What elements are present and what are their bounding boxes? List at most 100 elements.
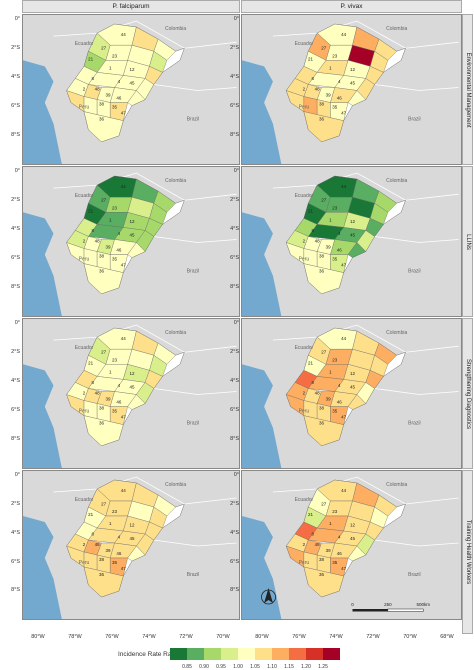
legend-tick-label: 0.90: [199, 664, 209, 670]
country-label: Peru: [299, 560, 310, 566]
district-polygon: [105, 500, 133, 517]
color-legend: [170, 648, 340, 660]
district-label: 1: [329, 65, 332, 70]
district-label: 38: [319, 557, 325, 562]
district-label: 23: [112, 205, 118, 210]
district-label: 21: [308, 56, 314, 61]
district-label: 39: [326, 397, 332, 402]
district-label: 12: [350, 67, 356, 72]
country-label: Ecuador: [75, 41, 94, 47]
y-tick-label: 4°S: [230, 74, 239, 81]
district-label: 39: [326, 93, 332, 98]
district-label: 39: [326, 548, 332, 553]
district-label: 4: [118, 383, 121, 388]
district-label: 2: [83, 239, 86, 244]
district-label: 23: [332, 53, 338, 58]
y-tick-label: 4°S: [11, 226, 20, 233]
district-label: 48: [315, 239, 321, 244]
y-tick-label: 6°S: [11, 103, 20, 110]
legend-color-swatch: [221, 648, 239, 660]
y-tick-label: 6°S: [230, 558, 239, 565]
x-tick-label: 68°W: [440, 634, 454, 640]
district-label: 45: [129, 232, 135, 237]
country-label: Peru: [79, 257, 90, 263]
map-panel-1-2: 44 27 23 21 1 12 8 2 48 4 45 39 38 35 36 47 46 Ecuador Col…: [241, 14, 462, 165]
district-label: 1: [329, 521, 332, 526]
country-label: Brazil: [187, 117, 200, 123]
district-label: 4: [118, 535, 121, 540]
district-label: 23: [112, 357, 118, 362]
y-tick-label: 6°S: [11, 255, 20, 262]
district-label: 35: [112, 105, 118, 110]
y-tick-label: 6°S: [11, 558, 20, 565]
district-label: 47: [121, 111, 127, 116]
y-tick-label: 2°S: [230, 349, 239, 356]
district-polygon: [127, 90, 146, 106]
district-label: 12: [129, 371, 135, 376]
x-tick-label: 74°W: [142, 634, 156, 640]
district-label: 4: [338, 535, 341, 540]
legend-color-swatch: [187, 648, 205, 660]
district-label: 12: [350, 371, 356, 376]
district-label: 48: [95, 542, 101, 547]
map-panel-2-2: 44 27 23 21 1 12 8 2 48 4 45 39 38 35 36 47 46 Ecuador Col…: [241, 166, 462, 317]
district-label: 48: [95, 391, 101, 396]
country-label: Colombia: [386, 178, 407, 184]
district-label: 39: [106, 245, 112, 250]
district-label: 44: [121, 488, 127, 493]
x-tick-label: 76°W: [105, 634, 119, 640]
y-tick-label: 8°S: [11, 284, 20, 291]
x-tick-label: 70°W: [216, 634, 230, 640]
row-header-environmental: Environmental Management: [462, 14, 473, 165]
legend-title: Incidence Rate Ratio: [118, 651, 179, 658]
district-label: 47: [121, 263, 127, 268]
y-tick-label: 8°S: [230, 587, 239, 594]
district-label: 2: [303, 239, 306, 244]
district-label: 38: [99, 254, 105, 259]
district-label: 8: [92, 380, 95, 385]
x-tick-label: 72°W: [366, 634, 380, 640]
country-label: Ecuador: [75, 193, 94, 199]
district-polygon: [127, 545, 146, 562]
x-tick-label: 76°W: [292, 634, 306, 640]
district-label: 47: [121, 415, 127, 420]
district-label: 46: [337, 400, 343, 405]
district-label: 44: [121, 336, 127, 341]
district-label: 39: [106, 397, 112, 402]
y-tick-label: 8°S: [11, 587, 20, 594]
district-label: 36: [99, 421, 105, 426]
country-label: Brazil: [408, 269, 421, 275]
district-label: 23: [332, 509, 338, 514]
country-label: Ecuador: [295, 41, 314, 47]
district-label: 47: [341, 111, 347, 116]
district-label: 39: [106, 548, 112, 553]
legend-tick-label: 1.25: [318, 664, 328, 670]
country-label: Brazil: [187, 269, 200, 275]
ocean-area: [23, 364, 62, 468]
legend-tick-label: 1.05: [250, 664, 260, 670]
x-tick-label: 72°W: [179, 634, 193, 640]
district-label: 39: [326, 245, 332, 250]
scale-bar-segment: [352, 609, 388, 612]
district-polygon: [83, 111, 124, 143]
district-label: 27: [101, 350, 107, 355]
district-label: 38: [99, 557, 105, 562]
district-label: 4: [338, 383, 341, 388]
district-label: 48: [315, 87, 321, 92]
y-tick-label: 4°S: [230, 529, 239, 536]
district-label: 48: [95, 239, 101, 244]
legend-color-swatch: [323, 648, 340, 660]
legend-tick-label: 1.00: [233, 664, 243, 670]
district-label: 12: [129, 67, 135, 72]
ocean-area: [23, 212, 62, 316]
country-label: Ecuador: [295, 193, 314, 199]
district-label: 1: [329, 217, 332, 222]
scale-bar-label: 250: [384, 602, 392, 607]
district-label: 45: [129, 384, 135, 389]
district-polygon: [347, 394, 367, 410]
y-tick-label: 8°S: [230, 284, 239, 291]
district-label: 35: [112, 257, 118, 262]
district-polygon: [83, 263, 124, 295]
district-label: 44: [121, 184, 127, 189]
ocean-area: [242, 212, 282, 316]
